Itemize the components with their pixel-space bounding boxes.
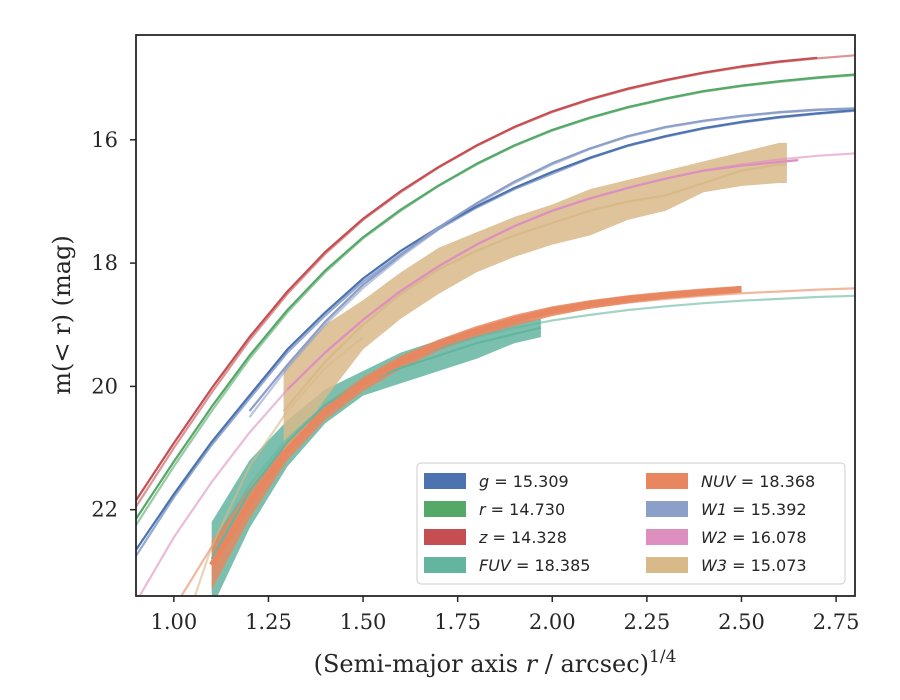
plot-frame [135, 34, 856, 597]
x-tick-label: 2.75 [813, 610, 860, 634]
x-tick-label: 1.75 [434, 610, 481, 634]
x-axis-ticks: 1.00 1.25 1.50 1.75 2.00 2.25 2.50 2.75 [150, 596, 859, 634]
y-tick-label: 18 [91, 251, 118, 275]
x-tick-label: 2.50 [718, 610, 765, 634]
legend: g = 15.309 r = 14.730 z = 14.328 FUV = 18.3… [416, 462, 846, 585]
legend-label-w2: W2 = 16.078 [701, 528, 807, 547]
legend-label-fuv: FUV = 18.385 [479, 556, 590, 575]
data-curve-w1 [248, 107, 855, 412]
x-tick-label: 2.00 [529, 610, 576, 634]
legend-label-nuv: NUV = 18.368 [701, 472, 815, 491]
y-axis-title: m(< r) (mag) [48, 235, 76, 394]
legend-frame [416, 462, 846, 585]
band-w3 [283, 142, 787, 461]
x-axis-title: (Semi-major axis r / arcsec)1/4 [314, 647, 677, 678]
data-curve-r [136, 73, 855, 520]
legend-swatch-w3 [646, 557, 688, 573]
legend-label-z: z = 14.328 [478, 528, 567, 547]
legend-label-g: g = 15.309 [479, 472, 569, 491]
x-tick-label: 1.50 [340, 610, 387, 634]
legend-label-r: r = 14.730 [479, 500, 565, 519]
y-tick-label: 16 [91, 128, 118, 152]
data-curve-w3 [282, 163, 787, 412]
data-curve-w2 [286, 159, 799, 391]
y-tick-label: 22 [91, 498, 118, 522]
legend-swatch-nuv [646, 473, 688, 489]
x-tick-label: 1.25 [245, 610, 292, 634]
data-curves [136, 56, 855, 567]
legend-label-w3: W3 = 15.073 [701, 556, 807, 575]
y-axis-ticks: 16 18 20 22 [91, 128, 136, 522]
legend-swatch-fuv [424, 557, 466, 573]
data-curve-nuv [209, 286, 742, 567]
y-tick-label: 20 [91, 374, 118, 398]
legend-swatch-z [424, 529, 466, 545]
legend-label-w1: W1 = 15.392 [701, 500, 807, 519]
model-curve-w3 [193, 336, 364, 596]
data-curve-g [136, 109, 855, 551]
x-tick-label: 2.25 [623, 610, 670, 634]
data-curve-z [136, 56, 818, 502]
x-tick-label: 1.00 [150, 610, 197, 634]
legend-swatch-r [424, 501, 466, 517]
legend-swatch-g [424, 473, 466, 489]
legend-swatch-w2 [646, 529, 688, 545]
legend-swatch-w1 [646, 501, 688, 517]
